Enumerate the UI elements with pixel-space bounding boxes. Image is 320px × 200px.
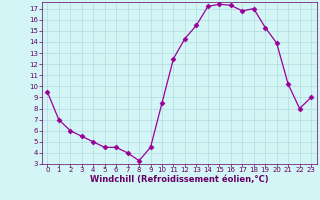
X-axis label: Windchill (Refroidissement éolien,°C): Windchill (Refroidissement éolien,°C) — [90, 175, 268, 184]
